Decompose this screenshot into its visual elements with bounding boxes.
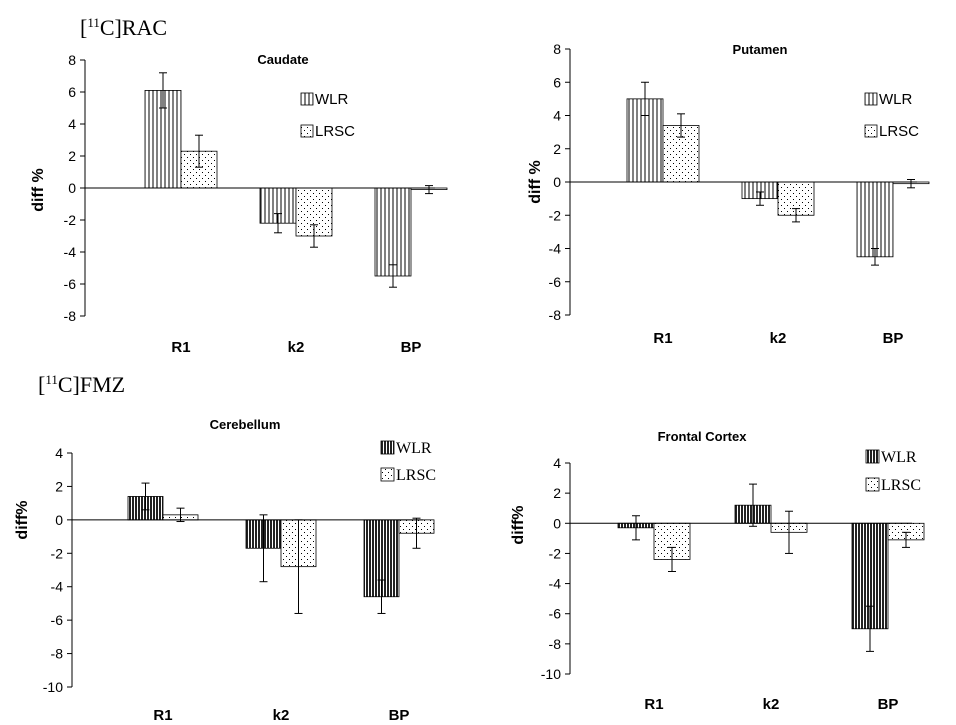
y-tick-label: 6 bbox=[68, 84, 76, 100]
chart-title: Putamen bbox=[733, 42, 788, 57]
legend-swatch-wlr bbox=[865, 449, 880, 464]
y-tick-label: -6 bbox=[64, 276, 77, 292]
category-label: R1 bbox=[653, 330, 672, 347]
chart-2: Putamen -8 -6 -4 -2 0 2 4 6 8 diff % R1 k2 BP WLR LRSC bbox=[527, 41, 930, 347]
chart-title: Cerebellum bbox=[210, 417, 281, 432]
category-label: k2 bbox=[763, 696, 780, 713]
y-tick-label: -2 bbox=[549, 545, 562, 561]
y-tick-label: -4 bbox=[51, 579, 64, 595]
y-tick-label: -4 bbox=[549, 241, 562, 257]
bar-wlr-bp bbox=[374, 187, 412, 277]
y-tick-label: 8 bbox=[553, 41, 561, 57]
y-tick-label: -8 bbox=[549, 636, 562, 652]
category-label: BP bbox=[389, 707, 410, 724]
bar-wlr-bp bbox=[856, 181, 894, 258]
category-label: k2 bbox=[770, 330, 787, 347]
y-tick-label: -4 bbox=[549, 576, 562, 592]
category-label: k2 bbox=[273, 707, 290, 724]
y-tick-label: 0 bbox=[553, 515, 561, 531]
y-tick-label: -8 bbox=[51, 646, 64, 662]
y-tick-label: -2 bbox=[549, 207, 562, 223]
category-label: BP bbox=[401, 339, 422, 356]
legend-swatch-wlr bbox=[300, 92, 314, 106]
y-tick-label: 4 bbox=[55, 445, 63, 461]
legend-label-wlr: WLR bbox=[396, 440, 432, 457]
chart-3: Cerebellum -10 -8 -6 -4 -2 0 2 4 diff% R1 k2 BP WLR LR… bbox=[14, 417, 436, 724]
y-axis-label: diff % bbox=[30, 168, 47, 212]
legend-label-wlr: WLR bbox=[881, 449, 917, 466]
y-tick-label: 2 bbox=[55, 478, 63, 494]
category-label: k2 bbox=[288, 339, 305, 356]
section-rac-label: C]RAC bbox=[100, 15, 167, 40]
category-label: R1 bbox=[153, 707, 172, 724]
y-tick-label: -8 bbox=[549, 307, 562, 323]
y-tick-label: 0 bbox=[553, 174, 561, 190]
legend-swatch-lrsc bbox=[865, 477, 880, 492]
y-tick-label: -4 bbox=[64, 244, 77, 260]
y-tick-label: 4 bbox=[553, 108, 561, 124]
y-tick-label: 6 bbox=[553, 74, 561, 90]
legend-label-lrsc: LRSC bbox=[396, 467, 436, 484]
y-axis-label: diff% bbox=[14, 500, 31, 539]
y-tick-label: -2 bbox=[51, 545, 64, 561]
legend-swatch-lrsc bbox=[380, 467, 395, 482]
y-tick-label: 0 bbox=[68, 180, 76, 196]
y-tick-label: -2 bbox=[64, 212, 77, 228]
y-tick-label: -6 bbox=[549, 274, 562, 290]
section-rac-superscript: 11 bbox=[87, 15, 100, 30]
legend-swatch-wlr bbox=[380, 440, 395, 455]
category-label: R1 bbox=[171, 339, 190, 356]
y-tick-label: 8 bbox=[68, 52, 76, 68]
y-tick-label: -10 bbox=[43, 679, 63, 695]
chart-title: Frontal Cortex bbox=[658, 429, 748, 444]
y-tick-label: 2 bbox=[553, 141, 561, 157]
legend-label-wlr: WLR bbox=[879, 91, 913, 108]
category-label: R1 bbox=[644, 696, 663, 713]
section-fmz-label: C]FMZ bbox=[58, 372, 125, 397]
y-tick-label: -6 bbox=[51, 612, 64, 628]
category-label: BP bbox=[878, 696, 899, 713]
y-tick-label: 2 bbox=[553, 485, 561, 501]
legend-label-lrsc: LRSC bbox=[879, 123, 919, 140]
y-tick-label: 0 bbox=[55, 512, 63, 528]
chart-4: Frontal Cortex -10 -8 -6 -4 -2 0 2 4 diff% R1 k2 BP W… bbox=[510, 429, 925, 713]
y-tick-label: -6 bbox=[549, 606, 562, 622]
category-label: BP bbox=[883, 330, 904, 347]
legend-label-lrsc: LRSC bbox=[315, 123, 355, 140]
y-tick-label: 2 bbox=[68, 148, 76, 164]
chart-1: Caudate -8 -6 -4 -2 0 2 4 6 8 diff % R1 k2 BP WLR LRSC bbox=[30, 52, 448, 356]
legend-swatch-lrsc bbox=[300, 124, 314, 138]
legend-swatch-wlr bbox=[864, 92, 878, 106]
y-tick-label: -10 bbox=[541, 666, 561, 682]
y-axis-label: diff % bbox=[527, 160, 544, 204]
y-tick-label: -8 bbox=[64, 308, 77, 324]
legend-label-lrsc: LRSC bbox=[881, 477, 921, 494]
y-tick-label: 4 bbox=[68, 116, 76, 132]
chart-title: Caudate bbox=[257, 52, 308, 67]
y-axis-label: diff% bbox=[510, 505, 527, 544]
section-fmz-superscript: 11 bbox=[45, 372, 58, 387]
section-title-fmz: [11C]FMZ bbox=[38, 372, 125, 397]
legend-swatch-lrsc bbox=[864, 124, 878, 138]
y-tick-label: 4 bbox=[553, 455, 561, 471]
section-title-rac: [11C]RAC bbox=[80, 15, 167, 40]
legend-label-wlr: WLR bbox=[315, 91, 349, 108]
